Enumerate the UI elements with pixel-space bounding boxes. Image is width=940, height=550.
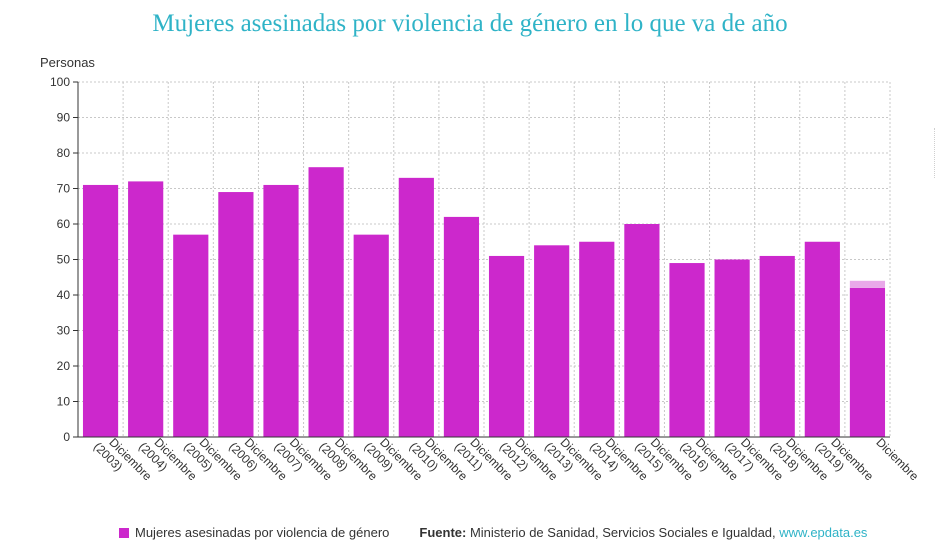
- x-tick-label: Diciembre: [873, 435, 921, 483]
- y-axis-label: Personas: [40, 55, 95, 70]
- source-link[interactable]: www.epdata.es: [779, 525, 868, 540]
- x-tick-text: Diciembre: [873, 435, 921, 483]
- y-tick-label: 40: [57, 288, 71, 302]
- chart-title: Mujeres asesinadas por violencia de géne…: [152, 10, 788, 37]
- bar: [849, 287, 886, 437]
- bars: [82, 167, 886, 437]
- legend[interactable]: Mujeres asesinadas por violencia de géne…: [119, 525, 389, 540]
- bar: [353, 234, 389, 437]
- x-tick-label: Diciembre(2019): [813, 430, 877, 494]
- bar: [624, 224, 660, 437]
- source-text: Ministerio de Sanidad, Servicios Sociale…: [469, 525, 776, 540]
- legend-label: Mujeres asesinadas por violencia de géne…: [135, 525, 390, 540]
- side-decoration: [934, 128, 936, 178]
- chart-footer: Mujeres asesinadas por violencia de géne…: [119, 525, 867, 540]
- gridlines: [78, 81, 891, 437]
- bar: [488, 255, 525, 437]
- legend-swatch: [119, 527, 129, 538]
- y-tick-label: 50: [57, 253, 71, 267]
- source-note: Fuente: Ministerio de Sanidad, Servicios…: [419, 525, 867, 540]
- x-axis-ticks: Diciembre(2003) Diciembre(2004) Diciembre(…: [91, 430, 922, 494]
- x-tick-line: Diciembre: [873, 435, 921, 483]
- y-tick-label: 20: [57, 359, 71, 373]
- y-tick-label: 10: [57, 395, 71, 409]
- bar-chart: 0 10 20 30 40 50 60 70 80 90 100 Diciembre(2003) Di…: [40, 55, 922, 494]
- bar: [398, 177, 434, 437]
- bar: [128, 181, 164, 437]
- bar: [218, 192, 254, 437]
- bar: [534, 245, 570, 437]
- bar: [263, 184, 299, 437]
- bar-pending: [849, 280, 886, 288]
- bar: [308, 167, 344, 437]
- y-tick-label: 30: [57, 324, 71, 338]
- bar: [669, 263, 705, 437]
- y-tick-label: 60: [57, 217, 71, 231]
- bar: [804, 241, 840, 437]
- y-tick-label: 70: [57, 182, 71, 196]
- y-axis-ticks: 0 10 20 30 40 50 60 70 80 90 100: [50, 75, 890, 444]
- x-tick-text: Diciembre(2019): [813, 430, 877, 494]
- bar: [82, 184, 119, 437]
- y-tick-label: 90: [57, 111, 71, 125]
- y-tick-label: 100: [50, 75, 70, 89]
- bar: [173, 234, 209, 437]
- bar: [759, 255, 795, 437]
- y-tick-label: 80: [57, 146, 71, 160]
- bar: [579, 241, 615, 437]
- y-tick-label: 0: [63, 430, 70, 444]
- source-prefix: Fuente:: [419, 525, 467, 540]
- bar: [443, 216, 480, 437]
- bar: [714, 259, 750, 437]
